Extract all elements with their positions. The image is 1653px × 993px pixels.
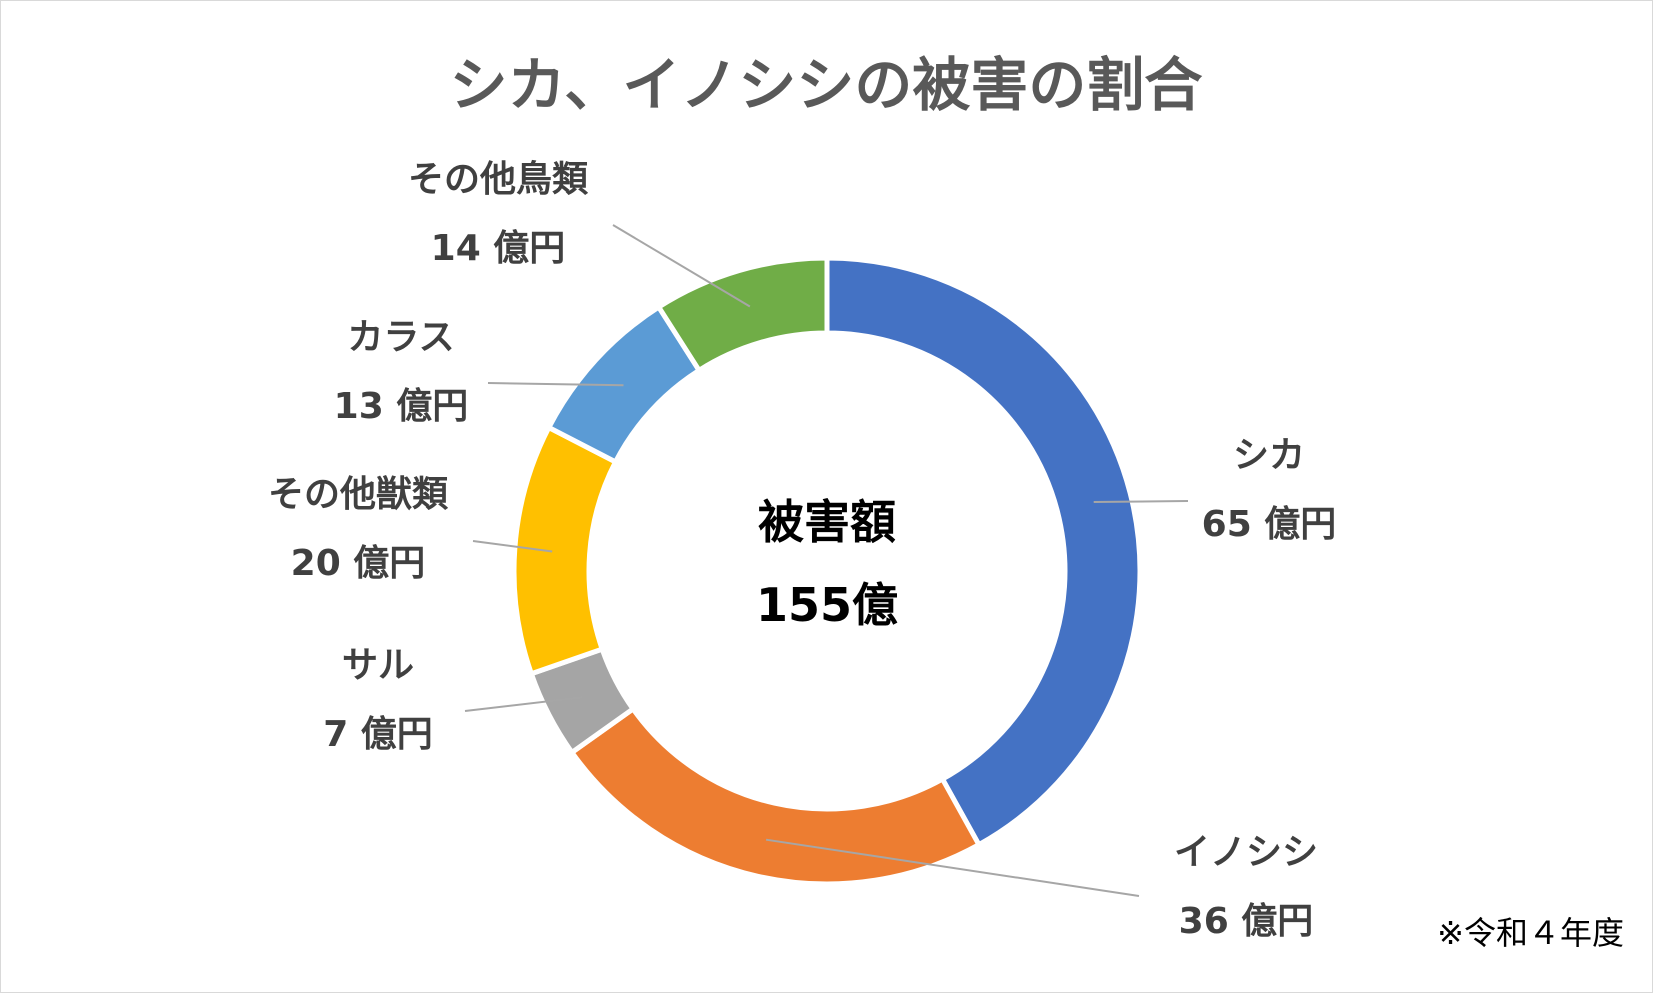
- data-label-name-3: その他獣類: [268, 474, 449, 515]
- leader-line-2: [464, 696, 583, 712]
- data-label-name-4: カラス: [347, 317, 454, 358]
- data-label-name-0: シカ: [1233, 435, 1305, 476]
- slice-3: [511, 424, 619, 677]
- slice-0: [824, 255, 1143, 849]
- leader-line-4: [487, 382, 624, 387]
- leader-line-1: [765, 838, 1140, 897]
- data-label-name-5: その他鳥類: [408, 159, 589, 200]
- center-label-total: 155億: [756, 578, 898, 632]
- fiscal-year-note: ※令和４年度: [1437, 914, 1624, 952]
- data-label-value-2: 7 億円: [323, 714, 433, 755]
- leader-line-5: [612, 224, 751, 308]
- data-label-value-0: 65 億円: [1202, 504, 1337, 545]
- chart-title: シカ、イノシシの被害の割合: [450, 51, 1203, 119]
- data-label-value-4: 13 億円: [334, 386, 469, 427]
- leader-lines: [464, 224, 1189, 897]
- center-label-title: 被害額: [758, 495, 896, 549]
- leader-line-0: [1093, 500, 1189, 503]
- data-label-value-1: 36 億円: [1179, 901, 1314, 942]
- data-label-value-5: 14 億円: [431, 228, 566, 269]
- slices-layer: [511, 255, 1143, 887]
- leader-line-3: [472, 540, 553, 553]
- data-label-value-3: 20 億円: [291, 543, 426, 584]
- slice-1: [568, 705, 983, 887]
- data-label-name-1: イノシシ: [1174, 832, 1318, 873]
- data-label-name-2: サル: [342, 645, 414, 686]
